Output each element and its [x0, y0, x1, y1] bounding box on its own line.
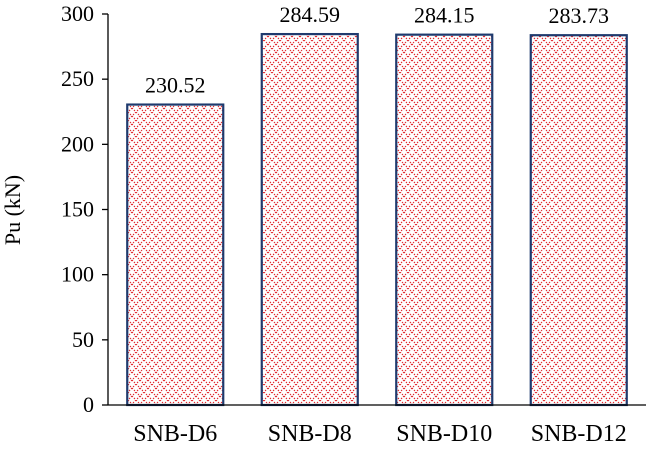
x-tick-label: SNB-D10 — [396, 421, 492, 447]
bar-value-label: 230.52 — [145, 73, 206, 98]
data-labels: 230.52 284.59 284.15 283.73 — [145, 2, 609, 97]
y-tick-label: 50 — [72, 327, 94, 352]
y-axis-ticks: 0 50 100 150 200 250 300 — [61, 1, 108, 417]
bar — [529, 34, 628, 407]
bar — [395, 33, 494, 407]
y-axis-title: Pu (kN) — [0, 175, 25, 245]
bar — [126, 103, 225, 407]
x-tick-label: SNB-D8 — [268, 421, 352, 447]
bar-value-label: 284.59 — [280, 2, 341, 27]
y-tick-label: 150 — [61, 197, 94, 222]
y-tick-label: 300 — [61, 1, 94, 26]
y-tick-label: 200 — [61, 131, 94, 156]
bar-value-label: 284.15 — [414, 3, 475, 28]
x-tick-label: SNB-D12 — [531, 421, 627, 447]
bars — [126, 32, 628, 407]
bar-value-label: 283.73 — [549, 3, 610, 28]
y-tick-label: 0 — [83, 392, 94, 417]
bar — [260, 32, 359, 407]
y-tick-label: 250 — [61, 66, 94, 91]
y-tick-label: 100 — [61, 262, 94, 287]
x-axis-tick-labels: SNB-D6 SNB-D8 SNB-D10 SNB-D12 — [133, 421, 627, 447]
x-tick-label: SNB-D6 — [133, 421, 217, 447]
